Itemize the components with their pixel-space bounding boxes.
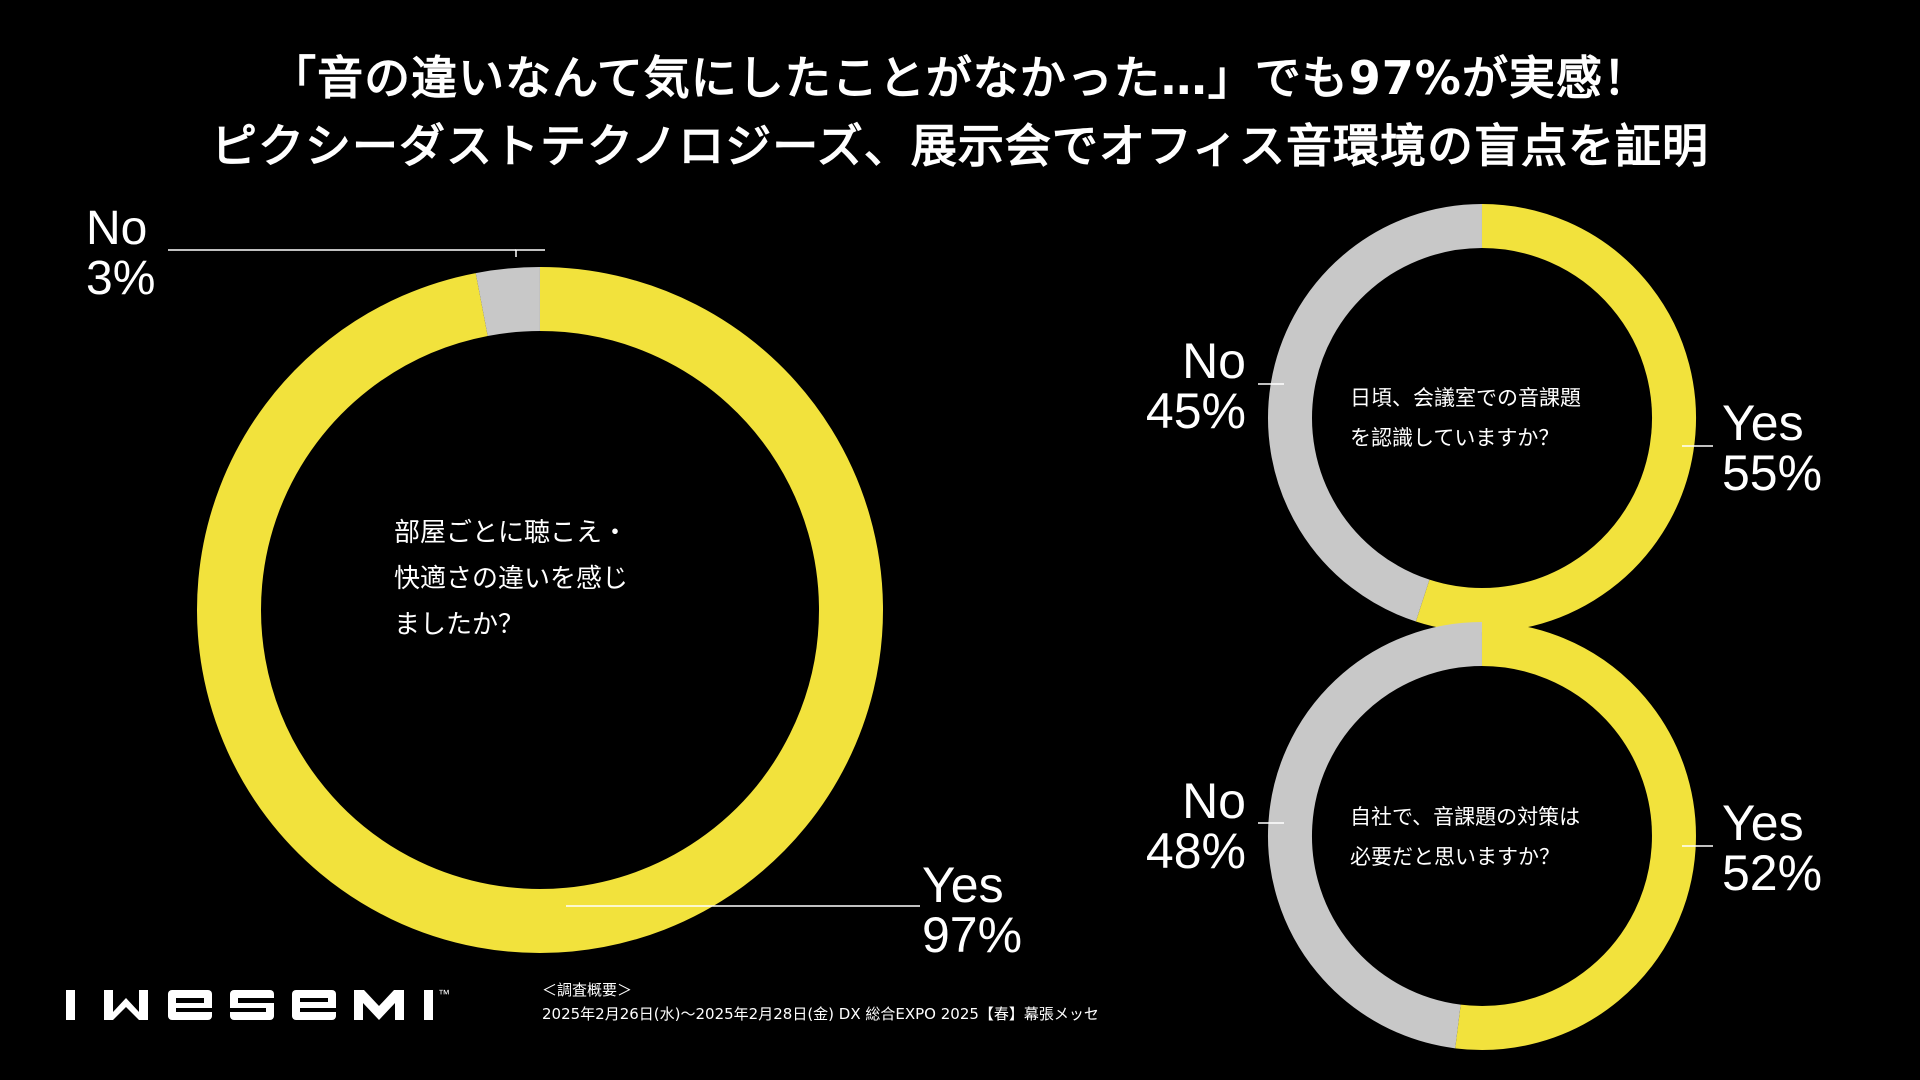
brand-logo: ™: [64, 976, 484, 1040]
label-no-top-pct: 45%: [1145, 383, 1246, 439]
donut-segment-no-main: [475, 267, 541, 337]
donut-segment-no-bottom: [1268, 622, 1483, 1049]
title-line-2: ピクシーダストテクノロジーズ、展示会でオフィス音環境の盲点を証明: [210, 119, 1710, 173]
donut-segment-yes-main: [197, 267, 883, 953]
label-yes-bottom: Yes 52%: [1722, 798, 1822, 898]
label-no-bottom: No 48%: [1136, 776, 1246, 876]
survey-heading: ＜調査概要＞: [542, 981, 633, 999]
label-yes-bottom-pct: 52%: [1722, 845, 1823, 901]
label-yes-main-name: Yes: [922, 857, 1004, 913]
question-main-line: ましたか？: [394, 610, 525, 640]
label-no-main-pct: 3%: [86, 252, 156, 305]
label-yes-top-name: Yes: [1722, 395, 1804, 451]
question-bottom-line: 必要だと思いますか？: [1350, 845, 1560, 869]
label-no-top-name: No: [1182, 333, 1246, 389]
label-yes-main: Yes 97%: [922, 860, 1022, 960]
label-no-bottom-pct: 48%: [1145, 823, 1246, 879]
label-no-bottom-name: No: [1182, 773, 1246, 829]
iwasemi-logo-icon: ™: [66, 987, 450, 1020]
label-yes-bottom-name: Yes: [1722, 795, 1804, 851]
label-no-main-name: No: [86, 202, 148, 255]
label-no-main: No 3%: [86, 204, 155, 304]
survey-info: ＜調査概要＞ 2025年2月26日(水)〜2025年2月28日(金) DX 総合…: [542, 978, 1099, 1026]
label-yes-top-pct: 55%: [1722, 445, 1823, 501]
question-main-line: 快適さの違いを感じ: [394, 564, 629, 594]
question-top-line: 日頃、会議室での音課題: [1350, 386, 1581, 410]
trademark-mark: ™: [438, 987, 450, 1001]
question-bottom: 自社で、音課題の対策は 必要だと思いますか？: [1350, 797, 1580, 877]
donut-chart-top: [1258, 204, 1713, 632]
donut-chart-main: [168, 249, 920, 953]
question-top: 日頃、会議室での音課題 を認識していますか？: [1350, 378, 1581, 458]
question-main-line: 部屋ごとに聴こえ・: [394, 518, 629, 548]
question-main: 部屋ごとに聴こえ・ 快適さの違いを感じ ましたか？: [394, 510, 628, 648]
donut-segment-yes-bottom: [1455, 622, 1696, 1050]
donut-segment-no-top: [1268, 204, 1483, 622]
question-top-line: を認識していますか？: [1350, 426, 1560, 450]
title-line-1: 「音の違いなんて気にしたことがなかった…」でも97%が実感！: [270, 51, 1650, 105]
question-bottom-line: 自社で、音課題の対策は: [1350, 805, 1581, 829]
label-no-top: No 45%: [1136, 336, 1246, 436]
donut-segment-yes-top: [1415, 204, 1696, 632]
donut-chart-bottom: [1258, 622, 1713, 1050]
leader-line-no-main: [515, 249, 545, 257]
label-yes-top: Yes 55%: [1722, 398, 1822, 498]
label-yes-main-pct: 97%: [922, 907, 1023, 963]
survey-detail: 2025年2月26日(水)〜2025年2月28日(金) DX 総合EXPO 20…: [542, 1005, 1099, 1023]
page-title: 「音の違いなんて気にしたことがなかった…」でも97%が実感！ ピクシーダストテク…: [0, 44, 1920, 180]
